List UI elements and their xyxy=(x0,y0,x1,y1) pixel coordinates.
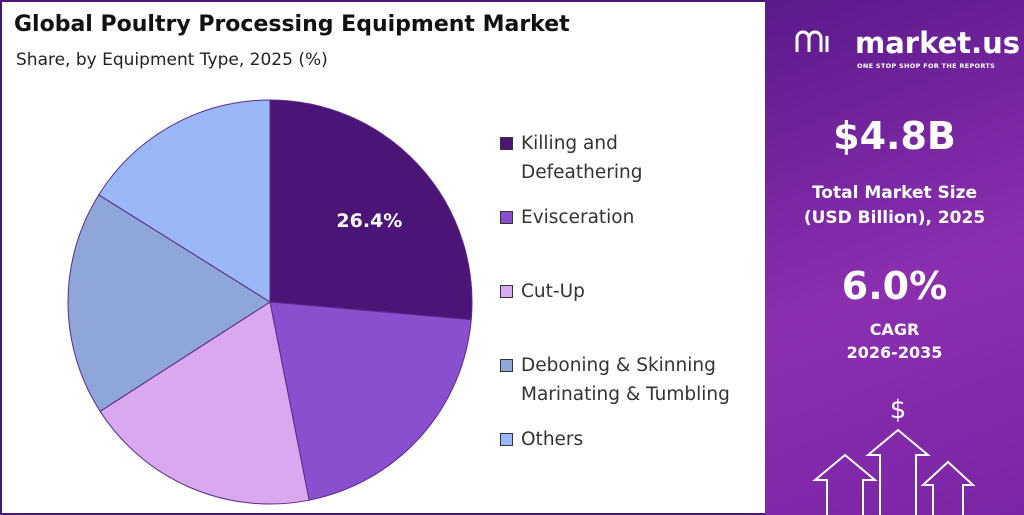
chart-subtitle: Share, by Equipment Type, 2025 (%) xyxy=(16,50,328,70)
legend-label: Evisceration xyxy=(521,207,635,228)
legend-label: Others xyxy=(521,429,584,450)
legend-label: Deboning & Skinning Marinating & Tumblin… xyxy=(521,355,730,405)
market-size-label: Total Market Size (USD Billion), 2025 xyxy=(803,183,986,228)
logo-icon xyxy=(795,30,829,52)
cagr-period: 2026-2035 xyxy=(846,343,943,362)
chart-title: Global Poultry Processing Equipment Mark… xyxy=(14,12,570,37)
pie-chart: 26.4% xyxy=(67,99,473,505)
brand: market.us xyxy=(855,26,1021,60)
value-label: 26.4% xyxy=(336,210,402,232)
arrows-icon xyxy=(812,428,976,515)
legend-item: Deboning & Skinning Marinating & Tumblin… xyxy=(500,351,751,409)
legend-swatch xyxy=(500,285,513,298)
decor: $ xyxy=(795,30,976,515)
legend-item: Others xyxy=(500,425,671,454)
pie-slice xyxy=(269,301,472,501)
legend-swatch xyxy=(500,433,513,446)
legend-label: Killing and Defeathering xyxy=(521,133,643,183)
pie-slice xyxy=(99,301,310,505)
pie-slice xyxy=(98,99,271,303)
legend-swatch xyxy=(500,359,513,372)
legend-swatch xyxy=(500,137,513,150)
legend-label: Cut-Up xyxy=(521,281,585,302)
side-panel: $ market.us ONE STOP SHOP FOR THE REPORT… xyxy=(765,0,1024,515)
pie-slice xyxy=(67,194,271,412)
dollar-icon: $ xyxy=(890,395,907,425)
legend-item: Killing and Defeathering xyxy=(500,129,671,187)
pie-slice xyxy=(269,99,473,321)
chart-area: Global Poultry Processing Equipment Mark… xyxy=(0,0,765,515)
market-size: $4.8B xyxy=(833,114,956,158)
legend-swatch xyxy=(500,211,513,224)
legend-item: Evisceration xyxy=(500,203,671,232)
tagline: ONE STOP SHOP FOR THE REPORTS xyxy=(857,62,996,70)
cagr: 6.0% xyxy=(841,264,948,308)
cagr-label: CAGR xyxy=(869,320,920,339)
legend-item: Cut-Up xyxy=(500,277,671,306)
